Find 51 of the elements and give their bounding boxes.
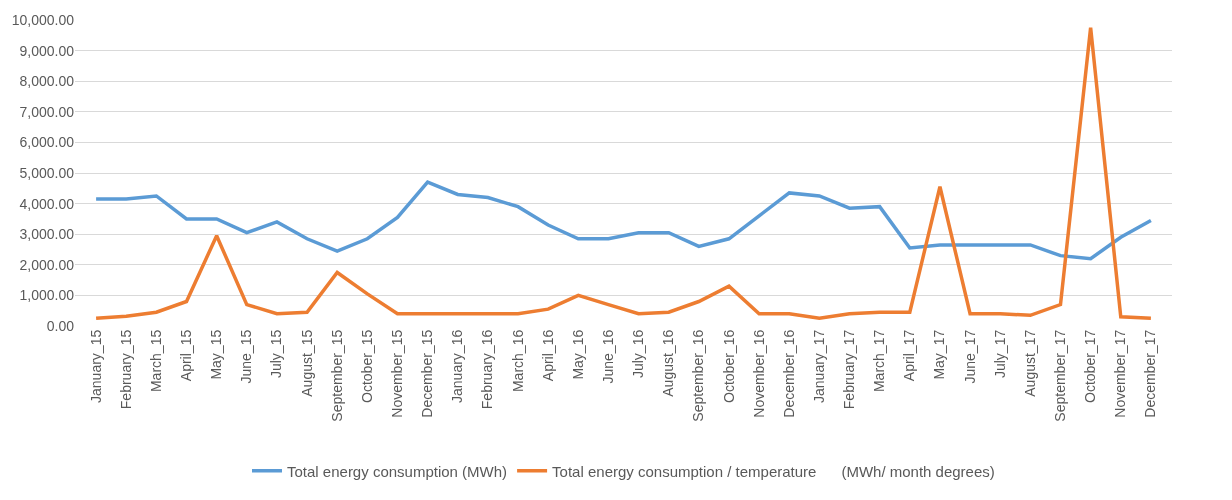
line-series (94, 180, 1153, 261)
x-tick-label: October_17 (1082, 329, 1099, 403)
x-tick-label: July_16 (630, 329, 647, 379)
y-tick-label: 7,000.00 (19, 103, 75, 120)
x-tick-label: March_15 (147, 329, 164, 393)
x-tick-label: February_17 (841, 329, 858, 410)
x-tick-label: February_15 (117, 329, 134, 410)
x-tick-label: December_16 (780, 329, 797, 418)
x-tick-label: June_15 (238, 329, 255, 384)
x-tick-label: November_17 (1112, 329, 1129, 418)
x-tick-label: March_17 (871, 329, 888, 393)
x-tick-label: February_16 (479, 329, 496, 410)
x-tick-label: June_17 (961, 329, 978, 384)
y-tick-label: 0.00 (46, 317, 75, 334)
line-series (94, 25, 1153, 321)
x-tick-label: December_17 (1142, 329, 1159, 418)
legend-label: Total energy consumption / temperature (MWh/ month degrees) (552, 462, 995, 480)
x-tick-label: May_17 (931, 329, 948, 380)
x-tick-label: August_16 (660, 329, 677, 397)
x-tick-label: October_15 (358, 329, 375, 403)
y-tick-label: 6,000.00 (19, 134, 75, 151)
y-tick-label: 2,000.00 (19, 256, 75, 273)
x-tick-label: May_15 (208, 329, 225, 380)
x-tick-label: January_16 (449, 329, 466, 403)
x-tick-label: November_15 (389, 329, 406, 418)
y-tick-label: 3,000.00 (19, 226, 75, 243)
x-tick-label: August_17 (1021, 329, 1038, 397)
x-tick-label: January_17 (810, 329, 827, 403)
y-tick-label: 8,000.00 (19, 73, 75, 90)
y-tick-label: 4,000.00 (19, 195, 75, 212)
x-tick-label: November_16 (750, 329, 767, 418)
x-tick-label: January_15 (87, 329, 104, 403)
x-tick-label: April_15 (178, 329, 195, 382)
x-tick-label: September_17 (1052, 329, 1069, 422)
x-tick-label: August_15 (298, 329, 315, 397)
y-tick-label: 9,000.00 (19, 42, 75, 59)
x-tick-label: March_16 (509, 329, 526, 393)
x-tick-label: September_15 (328, 329, 345, 422)
x-tick-label: July_17 (991, 329, 1008, 379)
x-tick-label: December_15 (419, 329, 436, 418)
x-tick-label: October_16 (720, 329, 737, 403)
legend-label: Total energy consumption (MWh) (287, 462, 508, 480)
y-tick-label: 5,000.00 (19, 164, 75, 181)
y-tick-label: 10,000.00 (11, 11, 75, 28)
x-tick-label: April_17 (901, 329, 918, 382)
y-tick-label: 1,000.00 (19, 287, 75, 304)
x-tick-label: April_16 (539, 329, 556, 382)
x-tick-label: June_16 (599, 329, 616, 384)
x-tick-label: July_15 (268, 329, 285, 379)
x-tick-label: May_16 (569, 329, 586, 380)
x-tick-label: September_16 (690, 329, 707, 422)
